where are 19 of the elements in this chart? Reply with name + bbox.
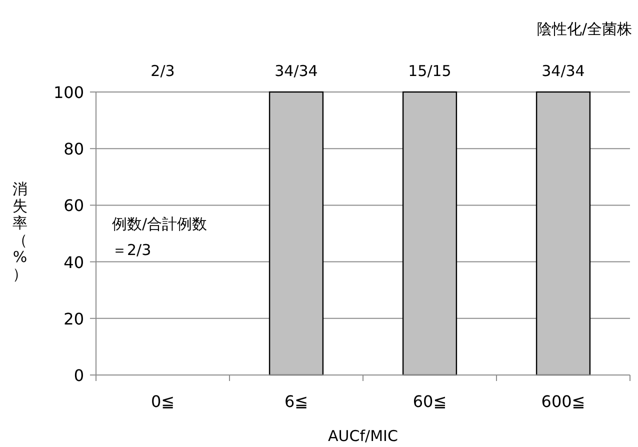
text: 15/15 [408, 62, 452, 80]
y-tick-label: 0 [74, 366, 84, 385]
text: 2/3 [150, 62, 175, 80]
y-tick-label: 60 [64, 196, 84, 216]
y-axis-title: 消失率（%） [12, 180, 28, 283]
x-tick-label: 600≦ [541, 392, 586, 411]
x-tick-label: 6≦ [284, 392, 308, 411]
x-tick-label: 60≦ [412, 392, 447, 411]
y-tick-label: 40 [64, 252, 84, 272]
text: 34/34 [542, 62, 585, 80]
y-tick-label: 20 [64, 309, 84, 328]
annotation: 例数/合計例数 [112, 215, 208, 233]
x-axis-title: AUCf/MIC [328, 427, 398, 445]
text: 34/34 [274, 62, 318, 80]
x-tick-label: 0≦ [150, 392, 175, 411]
y-tick-label: 80 [64, 140, 84, 159]
text: 陰性化/全菌株 [536, 20, 632, 38]
annotation: ＝2/3 [112, 241, 152, 259]
y-tick-label: 100 [53, 83, 84, 102]
